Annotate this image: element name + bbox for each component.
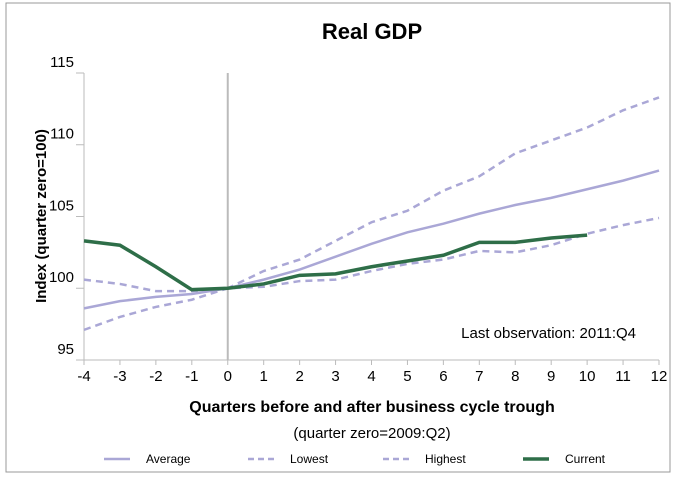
legend-label: Current [565, 452, 606, 466]
x-tick-label: 11 [615, 368, 631, 385]
x-tick-label: 0 [224, 368, 232, 385]
x-tick-label: 9 [547, 368, 555, 385]
x-tick-label: 4 [367, 368, 375, 385]
y-tick-label: 100 [49, 269, 74, 286]
x-tick-label: 5 [403, 368, 411, 385]
x-tick-label: -2 [149, 368, 162, 385]
annotation: Last observation: 2011:Q4 [461, 325, 636, 342]
x-tick-label: 6 [439, 368, 447, 385]
y-axis-label: Index (quarter zero=100) [33, 129, 50, 303]
series-line [83, 169, 660, 310]
x-tick-label: 10 [579, 368, 596, 385]
x-tick-label: 8 [511, 368, 519, 385]
series-line [83, 233, 588, 292]
x-tick-label: -4 [77, 368, 90, 385]
series-line [83, 216, 660, 332]
y-tick-label: 115 [50, 54, 74, 71]
x-tick-label: -3 [113, 368, 126, 385]
y-tick-label: 105 [49, 197, 74, 214]
x-tick-label: 1 [260, 368, 268, 385]
x-tick-label: 2 [295, 368, 303, 385]
chart-title: Real GDP [322, 19, 422, 44]
y-tick-label: 110 [50, 126, 74, 143]
x-tick-label: 12 [651, 368, 668, 385]
legend-label: Lowest [290, 452, 329, 466]
x-axis-label: Quarters before and after business cycle… [189, 399, 554, 416]
x-tick-label: 7 [475, 368, 483, 385]
legend-label: Average [146, 452, 191, 466]
x-tick-label: -1 [185, 368, 198, 385]
legend-label: Highest [425, 452, 466, 466]
y-tick-label: 95 [57, 341, 74, 358]
series-line [83, 96, 660, 293]
x-tick-label: 3 [331, 368, 339, 385]
x-axis-note: (quarter zero=2009:Q2) [293, 425, 450, 442]
frame [5, 2, 671, 473]
